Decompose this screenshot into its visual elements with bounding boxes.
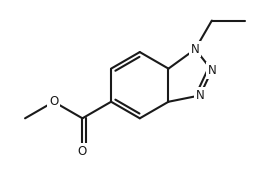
Text: N: N bbox=[195, 89, 204, 102]
Text: O: O bbox=[49, 95, 58, 108]
Text: N: N bbox=[207, 64, 216, 77]
Text: O: O bbox=[78, 145, 87, 158]
Text: N: N bbox=[191, 43, 200, 56]
